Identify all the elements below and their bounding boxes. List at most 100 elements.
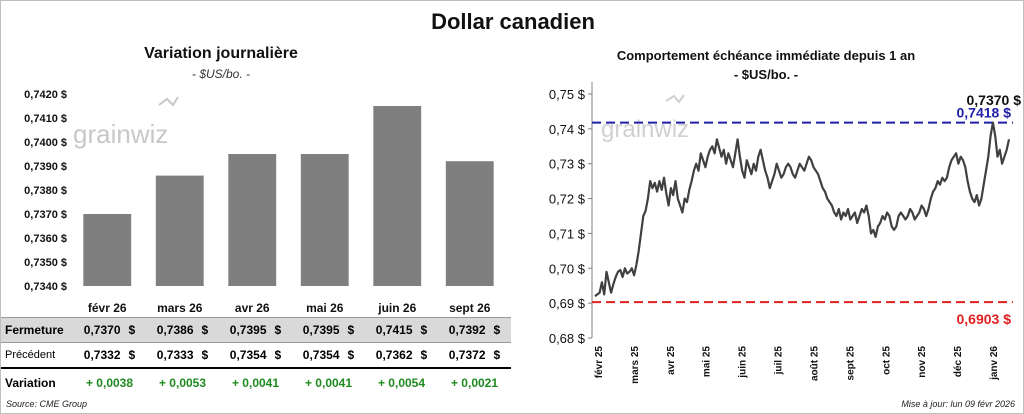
bar (300, 154, 349, 286)
grainwiz-watermark: grainwiz (73, 96, 179, 149)
y-tick-label: 0,7390 $ (24, 161, 67, 173)
source-note: Source: CME Group (6, 399, 88, 409)
bar (228, 154, 277, 286)
x-tick-label: sept 25 (845, 346, 856, 381)
x-tick-label: avr 25 (666, 346, 677, 375)
cell-unit: $ (274, 348, 282, 362)
cell-unit: $ (420, 323, 428, 337)
cell-unit: $ (128, 323, 136, 337)
row-label: Fermeture (1, 317, 73, 343)
cell-value: 0,7354 (229, 348, 267, 362)
table-row-precedent: Précédent 0,7332 $ 0,7333 $ 0,7354 $ 0,7354… (1, 342, 511, 369)
x-tick-label: oct 25 (881, 346, 892, 375)
x-tick-label: mars 25 (630, 346, 641, 384)
table-cell: 0,7354 $ (219, 342, 292, 369)
cell-unit: $ (128, 348, 136, 362)
y-tick-label: 0,75 $ (549, 87, 586, 102)
bar (373, 106, 422, 286)
table-cell: 0,7395 $ (292, 317, 365, 343)
x-tick-label: juin 26 (377, 301, 416, 315)
cell-value: 0,7362 (375, 348, 413, 362)
table-cell: 0,7354 $ (292, 342, 365, 369)
line-chart-subtitle: - $US/bo. - (733, 67, 799, 82)
table-cell: 0,7333 $ (146, 342, 219, 369)
table-cell: + 0,0041 (231, 375, 280, 390)
series-line (594, 121, 1011, 298)
bar-chart-title: Variation journalière (144, 45, 298, 62)
cell-unit: $ (201, 323, 209, 337)
table-cell: 0,7362 $ (365, 342, 438, 369)
y-tick-label: 0,7400 $ (24, 137, 67, 149)
cell-value: 0,7395 (302, 323, 340, 337)
table-cell: 0,7372 $ (438, 342, 511, 369)
cell-unit: $ (274, 323, 282, 337)
cell-value: 0,7395 (229, 323, 267, 337)
row-label: Précédent (1, 342, 73, 369)
table-cell: 0,7395 $ (219, 317, 292, 343)
cell-unit: $ (493, 323, 501, 337)
x-tick-label: mai 25 (702, 346, 713, 378)
y-tick-label: 0,7410 $ (24, 113, 67, 125)
y-tick-label: 0,7350 $ (24, 257, 67, 269)
watermark-wheat-icon (158, 96, 179, 107)
page-title: Dollar canadien (431, 9, 595, 34)
y-tick-label: 0,7340 $ (24, 281, 67, 293)
cell-value: 0,7354 (302, 348, 340, 362)
cell-value: 0,7392 (448, 323, 486, 337)
table-row-fermeture: Fermeture 0,7370 $ 0,7386 $ 0,7395 $ 0,7395… (1, 317, 511, 343)
bar-chart-subtitle: - $US/bo. - (191, 67, 251, 81)
cell-unit: $ (493, 348, 501, 362)
low-label: 0,6903 $ (957, 311, 1012, 327)
x-tick-label: nov 25 (917, 346, 928, 378)
cell-value: 0,7386 (156, 323, 194, 337)
y-tick-label: 0,7380 $ (24, 185, 67, 197)
table-cell: + 0,0021 (450, 375, 499, 390)
cell-value: 0,7415 (375, 323, 413, 337)
cell-unit: $ (347, 323, 355, 337)
cell-unit: $ (201, 348, 209, 362)
y-tick-label: 0,71 $ (549, 226, 586, 241)
table-cell: 0,7370 $ (73, 317, 146, 343)
update-note: Mise à jour: lun 09 févr 2026 (901, 399, 1015, 409)
cell-value: 0,7333 (156, 348, 194, 362)
cell-value: 0,7332 (83, 348, 121, 362)
watermark-text: grainwiz (73, 119, 168, 149)
x-tick-label: févr 26 (88, 301, 127, 315)
x-tick-label: févr 25 (594, 346, 605, 379)
x-tick-label: avr 26 (235, 301, 270, 315)
quotes-table: Fermeture 0,7370 $ 0,7386 $ 0,7395 $ 0,7395… (1, 317, 511, 396)
table-cell: + 0,0038 (85, 375, 134, 390)
bar (83, 214, 132, 286)
row-label: Variation (5, 375, 56, 390)
y-tick-label: 0,7420 $ (24, 89, 67, 101)
table-cell: + 0,0041 (304, 375, 353, 390)
table-cell: 0,7392 $ (438, 317, 511, 343)
cell-value: 0,7372 (448, 348, 486, 362)
table-cell: 0,7332 $ (73, 342, 146, 369)
x-tick-label: mars 26 (157, 301, 203, 315)
table-cell: 0,7415 $ (365, 317, 438, 343)
bar-chart: grainwiz 0,7420 $ 0,7410 $ 0,7400 $ 0,7390 … (24, 89, 494, 315)
x-tick-label: sept 26 (449, 301, 491, 315)
table-row-variation: Variation + 0,0038 + 0,0053 + 0,0041 + 0… (1, 368, 511, 396)
y-tick-label: 0,72 $ (549, 192, 586, 207)
x-tick-label: juin 25 (738, 346, 749, 379)
watermark-text: grainwiz (601, 116, 689, 143)
line-chart: grainwiz 0,75 $ 0,74 $ 0,73 $ 0,72 $ 0,71 $ 0… (549, 82, 1021, 384)
x-tick-label: juil 25 (774, 346, 785, 376)
cell-unit: $ (347, 348, 355, 362)
line-chart-title: Comportement échéance immédiate depuis 1… (616, 48, 916, 63)
watermark-wheat-icon (665, 94, 685, 104)
bar (445, 161, 494, 286)
x-tick-label: déc 25 (953, 346, 964, 378)
bar (155, 175, 204, 286)
y-tick-label: 0,68 $ (549, 331, 586, 346)
cell-unit: $ (420, 348, 428, 362)
x-tick-label: août 25 (809, 346, 820, 381)
x-tick-label: mai 26 (306, 301, 344, 315)
y-tick-label: 0,70 $ (549, 261, 586, 276)
table-cell: + 0,0053 (158, 375, 207, 390)
table-cell: + 0,0054 (377, 375, 426, 390)
y-tick-label: 0,7360 $ (24, 233, 67, 245)
